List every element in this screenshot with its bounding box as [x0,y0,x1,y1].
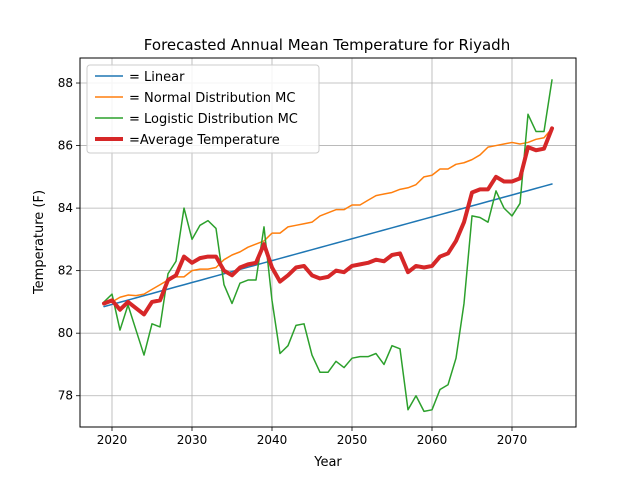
plot-area-frame [79,57,577,428]
x-tick-label: 2030 [177,433,208,447]
x-axis-label: Year [313,455,342,470]
legend-frame [86,64,320,154]
y-tick-label: 88 [58,76,73,90]
series-lines [102,79,554,413]
x-tick-label: 2040 [257,433,288,447]
x-tick-label: 2070 [497,433,528,447]
series-line-3 [103,79,553,413]
series-line-2 [103,127,553,305]
y-tick-label: 80 [58,326,73,340]
axis-ticks: 2020 2030 2040 2050 2060 2070 78 80 82 84 86 88 [58,76,528,447]
legend: = Linear = Normal Distribution MC = Logi… [86,64,320,154]
legend-label-1: = Linear [129,70,185,85]
y-tick-label: 86 [58,139,73,153]
legend-label-4: =Average Temperature [129,133,280,148]
x-tick-label: 2060 [417,433,448,447]
y-axis-label: Temperature (F) [32,190,47,295]
y-tick-label: 84 [58,201,73,215]
chart-title: Forecasted Annual Mean Temperature for R… [144,36,510,54]
x-tick-label: 2020 [97,433,128,447]
y-tick-label: 82 [58,264,73,278]
legend-label-3: = Logistic Distribution MC [129,112,298,127]
legend-label-2: = Normal Distribution MC [129,91,295,106]
series-line-4 [102,126,554,317]
series-line-1 [103,183,553,308]
y-tick-label: 78 [58,389,73,403]
x-tick-label: 2050 [337,433,368,447]
